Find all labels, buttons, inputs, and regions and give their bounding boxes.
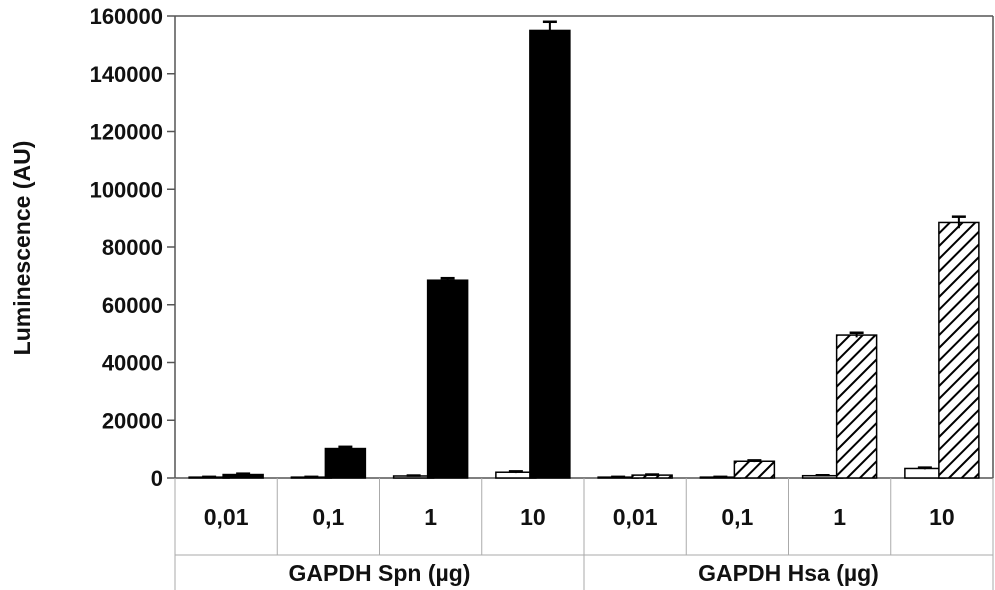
y-tick-label: 140000 bbox=[90, 62, 163, 87]
y-tick-label: 120000 bbox=[90, 120, 163, 145]
bar-solid bbox=[529, 29, 571, 479]
y-axis-title-group: Luminescence (AU) bbox=[9, 141, 35, 356]
bar-solid bbox=[426, 279, 469, 479]
bar-hatched bbox=[938, 221, 980, 479]
category-label: 10 bbox=[929, 504, 955, 530]
y-tick-label: 20000 bbox=[102, 408, 163, 433]
category-label: 0,01 bbox=[204, 504, 249, 530]
category-table: 0,01 0,1 1 10 GAPDH Spn (µg) 0,01 0,1 1 10 GAPDH … bbox=[174, 478, 994, 590]
bar-hatched bbox=[733, 460, 776, 479]
y-tick-label: 60000 bbox=[102, 293, 163, 318]
y-axis-ticks: 0 20000 40000 60000 80000 100000 120000 140000 1… bbox=[90, 4, 175, 491]
category-label: 0,1 bbox=[721, 504, 753, 530]
y-tick-label: 160000 bbox=[90, 4, 163, 29]
category-label: 1 bbox=[424, 504, 437, 530]
y-tick-label: 80000 bbox=[102, 235, 163, 260]
category-label: 0,01 bbox=[613, 504, 658, 530]
category-label: 1 bbox=[833, 504, 846, 530]
y-tick-label: 100000 bbox=[90, 177, 163, 202]
bars bbox=[188, 20, 980, 479]
bar-hatched bbox=[835, 334, 878, 479]
group-label: GAPDH Hsa (µg) bbox=[698, 560, 879, 586]
y-axis-title: Luminescence (AU) bbox=[9, 141, 35, 356]
bar-solid bbox=[324, 447, 367, 479]
group-label: GAPDH Spn (µg) bbox=[289, 560, 471, 586]
y-tick-label: 40000 bbox=[102, 351, 163, 376]
category-label: 10 bbox=[520, 504, 546, 530]
y-tick-label: 0 bbox=[151, 466, 163, 491]
category-label: 0,1 bbox=[312, 504, 344, 530]
